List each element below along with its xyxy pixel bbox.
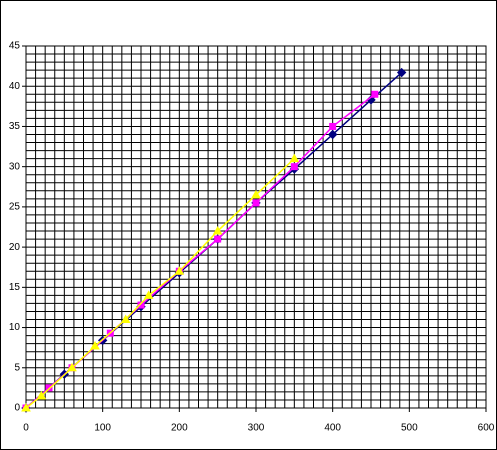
x-tick-label: 500 — [401, 423, 418, 434]
point — [371, 90, 379, 98]
point — [289, 153, 300, 163]
x-tick-label: 200 — [171, 423, 188, 434]
point — [251, 189, 261, 199]
x-tick-label: 400 — [324, 423, 341, 434]
point — [143, 290, 154, 299]
point — [212, 226, 223, 235]
point — [329, 122, 337, 130]
x-tick-label: 300 — [248, 423, 265, 434]
x-tick-label: 0 — [23, 423, 29, 434]
point — [137, 301, 145, 309]
y-tick-label: 35 — [9, 121, 21, 132]
point — [396, 67, 407, 78]
y-tick-label: 15 — [9, 282, 21, 293]
y-tick-label: 20 — [9, 242, 21, 253]
point — [290, 163, 298, 171]
point — [252, 199, 260, 207]
point — [120, 314, 131, 324]
point — [21, 402, 31, 412]
y-tick-label: 0 — [14, 403, 20, 414]
series-line — [25, 158, 295, 409]
point — [327, 129, 338, 140]
y-tick-label: 45 — [9, 41, 21, 52]
x-tick-label: 100 — [94, 423, 111, 434]
y-tick-label: 10 — [9, 322, 21, 333]
y-tick-label: 40 — [9, 81, 21, 92]
y-tick-label: 5 — [14, 362, 20, 373]
point — [90, 341, 100, 350]
y-tick-label: 30 — [9, 161, 21, 172]
point — [67, 362, 77, 372]
point — [174, 266, 185, 275]
point — [36, 390, 47, 400]
x-tick-label: 600 — [478, 423, 495, 434]
plot-border — [25, 45, 487, 409]
point — [214, 235, 222, 243]
y-tick-label: 25 — [9, 202, 21, 213]
